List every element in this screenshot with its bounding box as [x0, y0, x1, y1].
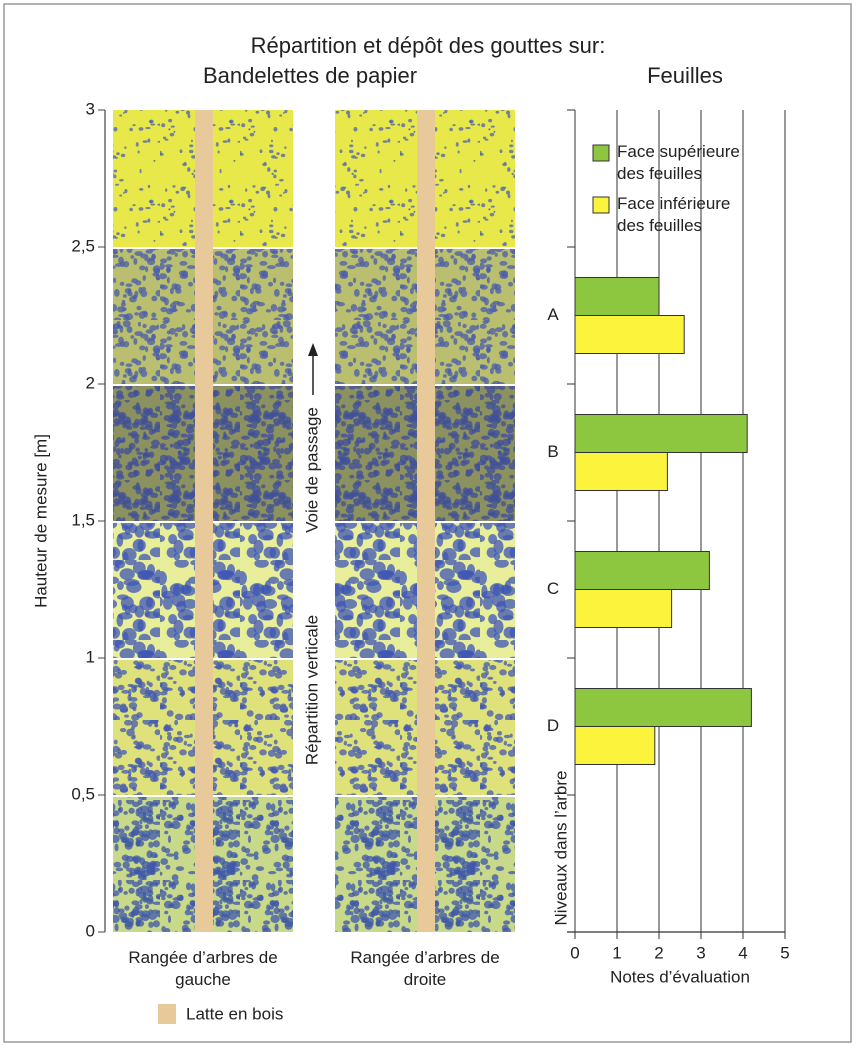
paper-strip	[213, 386, 293, 521]
left-title: Bandelettes de papier	[203, 63, 417, 88]
wooden-lath	[417, 110, 435, 932]
frame	[3, 3, 852, 1043]
paper-strip	[113, 523, 195, 658]
y-tick-label: 1,5	[71, 510, 95, 529]
category-label: A	[547, 305, 559, 324]
bar	[574, 551, 710, 590]
y-axis-label: Niveaux dans l’arbre	[551, 771, 570, 926]
paper-strip	[335, 386, 417, 521]
category-label: D	[547, 716, 559, 735]
category-label: B	[547, 442, 558, 461]
paper-strip	[435, 797, 515, 932]
x-tick-label: 4	[738, 943, 747, 962]
paper-strip	[113, 660, 195, 795]
wooden-lath	[195, 110, 213, 932]
paper-strip	[213, 110, 293, 247]
y-tick-label: 3	[86, 99, 95, 118]
paper-strip	[335, 110, 417, 247]
paper-strip	[435, 386, 515, 521]
paper-strip	[113, 386, 195, 521]
right-title: Feuilles	[647, 63, 723, 88]
paper-strip	[335, 797, 417, 932]
legend-label: Face inférieure des feuilles	[617, 194, 731, 235]
annotation: Voie de passage	[302, 407, 321, 533]
paper-strip	[113, 110, 195, 247]
paper-strip	[335, 249, 417, 384]
paper-strip	[435, 523, 515, 658]
x-tick-label: 5	[780, 943, 789, 962]
legend-swatch	[592, 196, 610, 214]
bar	[574, 726, 656, 765]
paper-strip	[435, 110, 515, 247]
paper-strip	[213, 660, 293, 795]
bar	[574, 688, 752, 727]
x-tick-label: 3	[696, 943, 705, 962]
y-tick-label: 1	[86, 647, 95, 666]
y-tick-label: 0	[86, 921, 95, 940]
paper-strip	[113, 249, 195, 384]
legend-label: Latte en bois	[186, 1004, 283, 1023]
x-axis-label: Notes d’évaluation	[610, 967, 750, 986]
bar	[574, 414, 748, 453]
bar	[574, 277, 660, 316]
column-label: Rangée d’arbres de gauche	[128, 948, 278, 989]
paper-strip	[435, 660, 515, 795]
annotation: Répartition verticale	[302, 615, 321, 765]
paper-strip	[335, 660, 417, 795]
paper-strip	[435, 249, 515, 384]
paper-strip	[213, 523, 293, 658]
y-axis-label: Hauteur de mesure [m]	[31, 434, 50, 608]
x-tick-label: 0	[570, 943, 579, 962]
x-tick-label: 2	[654, 943, 663, 962]
y-tick-label: 2	[86, 373, 95, 392]
legend-swatch	[158, 1004, 176, 1024]
legend-label: Face supérieure des feuilles	[617, 142, 740, 183]
bar	[574, 315, 685, 354]
title: Répartition et dépôt des gouttes sur:	[251, 33, 606, 58]
paper-strip	[113, 797, 195, 932]
paper-strip	[335, 523, 417, 658]
y-tick-label: 0,5	[71, 784, 95, 803]
category-label: C	[547, 579, 559, 598]
paper-strip	[213, 249, 293, 384]
bar	[574, 452, 668, 491]
bar	[574, 589, 673, 628]
paper-strip	[213, 797, 293, 932]
y-tick-label: 2,5	[71, 236, 95, 255]
x-tick-label: 1	[612, 943, 621, 962]
arrow-head	[308, 343, 318, 356]
legend-swatch	[592, 144, 610, 162]
column-label: Rangée d’arbres de droite	[350, 948, 500, 989]
